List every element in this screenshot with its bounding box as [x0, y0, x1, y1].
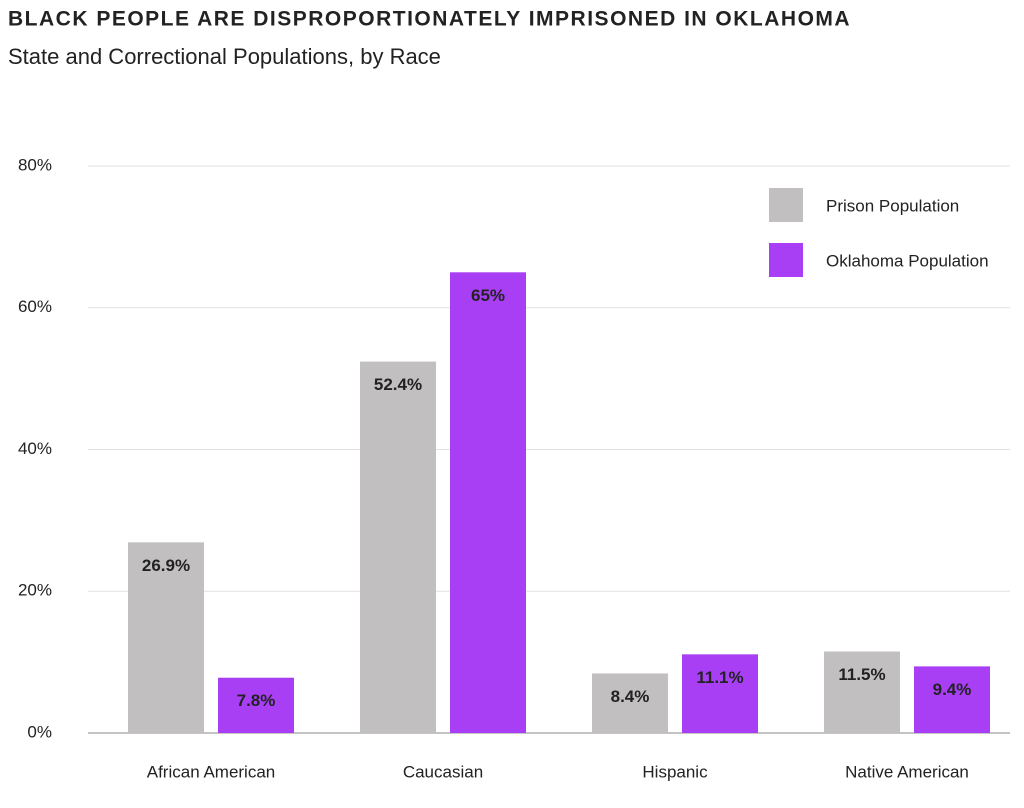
value-label: 11.1%: [696, 668, 743, 687]
bar: [128, 542, 204, 733]
y-tick-label: 20%: [18, 581, 52, 600]
chart-title: BLACK PEOPLE ARE DISPROPORTIONATELY IMPR…: [8, 8, 851, 31]
y-tick-label: 60%: [18, 297, 52, 316]
legend-swatch: [769, 188, 803, 222]
value-label: 9.4%: [933, 680, 972, 699]
bar: [914, 666, 990, 733]
value-label: 65%: [471, 286, 505, 305]
value-label: 26.9%: [142, 556, 190, 575]
legend-label: Oklahoma Population: [826, 251, 989, 270]
y-tick-label: 0%: [27, 722, 52, 741]
legend-label: Prison Population: [826, 196, 959, 215]
value-label: 7.8%: [237, 691, 276, 710]
y-tick-label: 80%: [18, 155, 52, 174]
bar: [218, 677, 294, 733]
bar: [450, 272, 526, 733]
bar: [824, 651, 900, 733]
legend-swatch: [769, 243, 803, 277]
value-label: 8.4%: [611, 687, 650, 706]
x-tick-label: Hispanic: [642, 762, 708, 781]
bar: [360, 361, 436, 733]
bar: [682, 654, 758, 733]
value-label: 11.5%: [838, 665, 885, 684]
x-tick-label: African American: [147, 762, 276, 781]
value-label: 52.4%: [374, 375, 422, 394]
chart-subtitle: State and Correctional Populations, by R…: [8, 44, 441, 69]
x-tick-label: Caucasian: [403, 762, 483, 781]
x-tick-label: Native American: [845, 762, 969, 781]
y-tick-label: 40%: [18, 439, 52, 458]
bar: [592, 673, 668, 733]
